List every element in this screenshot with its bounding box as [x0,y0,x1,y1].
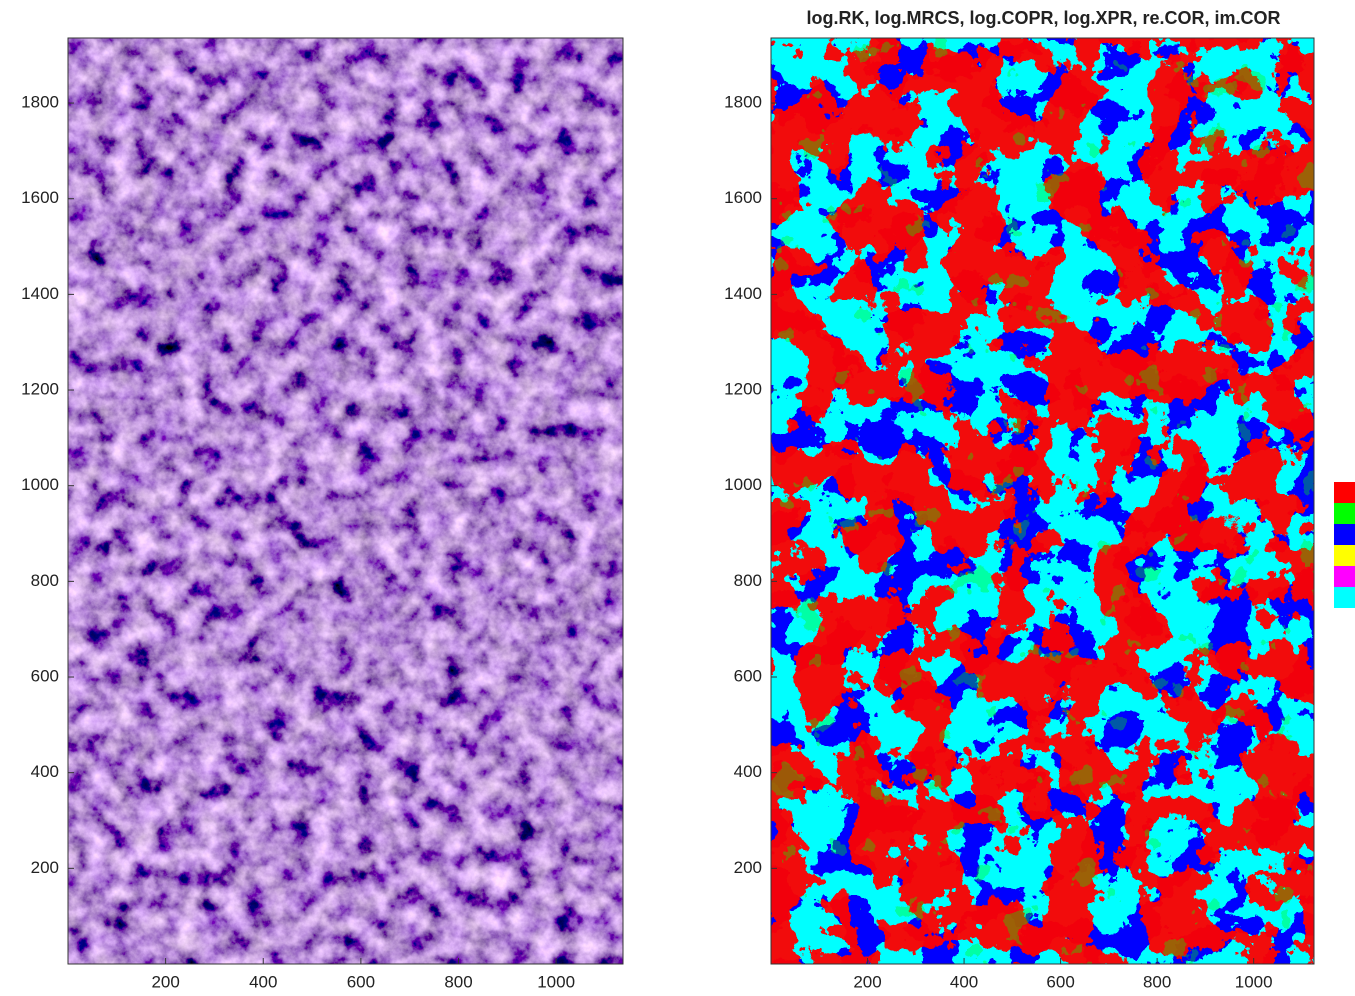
y-tick-label: 200 [31,858,59,877]
x-tick-label: 1000 [1235,972,1273,991]
y-tick-label: 1400 [724,284,762,303]
image [68,38,623,964]
y-tick-label: 1000 [21,475,59,494]
y-tick-label: 1200 [724,380,762,399]
colorbar-swatch [1334,545,1355,566]
y-tick-label: 200 [734,858,762,877]
y-tick-label: 1200 [21,380,59,399]
y-tick-label: 1800 [21,93,59,112]
y-tick-label: 600 [734,667,762,686]
colorbar-swatch [1334,566,1355,587]
y-tick-label: 800 [31,571,59,590]
sar-image [68,38,623,964]
colorbar-swatch [1334,587,1355,608]
colorbar-swatch [1334,482,1355,503]
x-tick-label: 1000 [537,972,575,991]
chart-title: log.RK, log.MRCS, log.COPR, log.XPR, re.… [806,8,1280,28]
page: 200 400 600 800 1000 200 400 600 800 1000 1200 1400… [0,0,1355,996]
y-tick-label: 1800 [724,93,762,112]
y-tick-label: 1600 [724,188,762,207]
y-tick-label: 1600 [21,188,59,207]
x-tick-label: 200 [151,972,179,991]
y-tick-label: 1000 [724,475,762,494]
x-tick-label: 600 [1046,972,1074,991]
x-tick-label: 800 [1143,972,1171,991]
class-map [771,38,1314,964]
colorbar-swatch [1334,503,1355,524]
x-tick-label: 200 [853,972,881,991]
y-tick-label: 1400 [21,284,59,303]
y-tick-label: 400 [734,762,762,781]
colorbar-swatch [1334,524,1355,545]
x-tick-label: 400 [249,972,277,991]
x-tick-label: 800 [444,972,472,991]
x-tick-label: 400 [950,972,978,991]
figure: 200 400 600 800 1000 200 400 600 800 1000 1200 1400… [0,0,1355,996]
y-tick-label: 400 [31,762,59,781]
x-tick-label: 600 [347,972,375,991]
y-tick-label: 800 [734,571,762,590]
image [771,38,1314,964]
y-tick-label: 600 [31,667,59,686]
